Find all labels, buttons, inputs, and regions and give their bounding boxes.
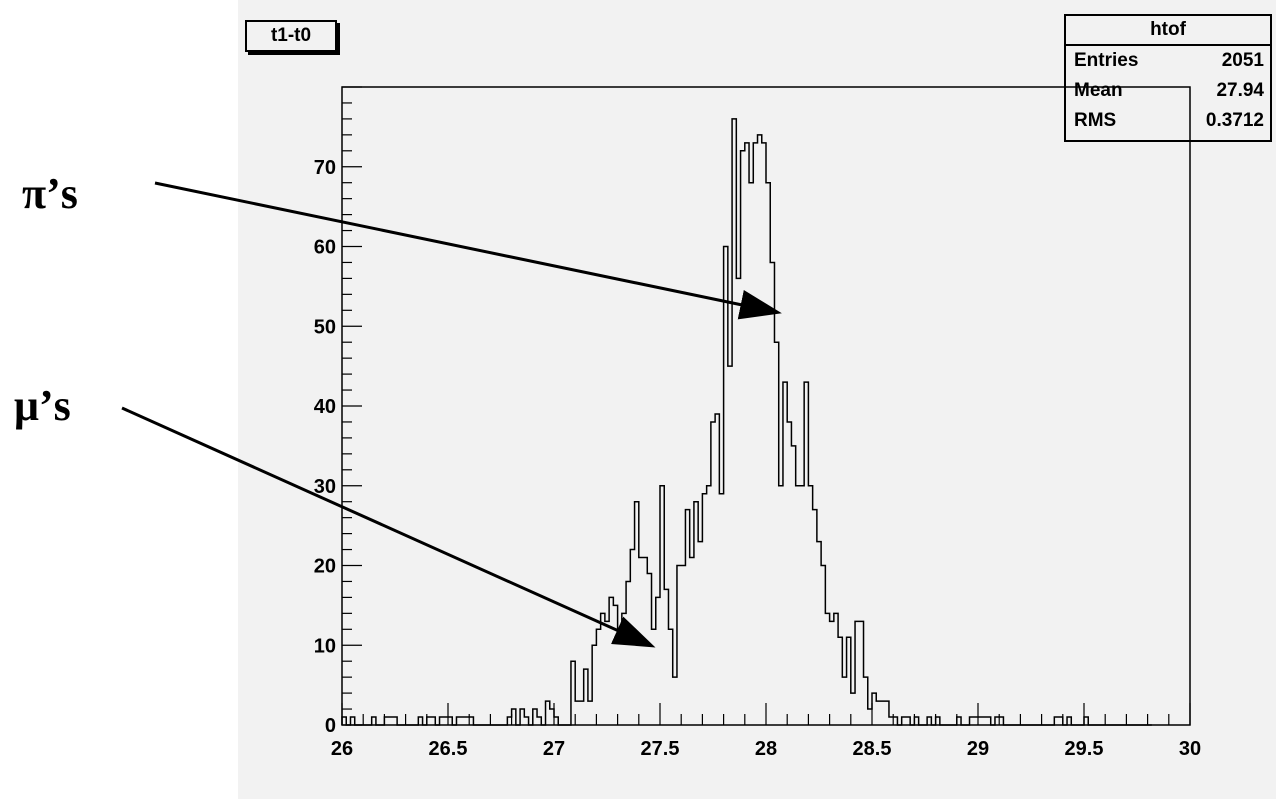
y-tick-label: 50 bbox=[314, 316, 336, 338]
stats-title: htof bbox=[1066, 16, 1270, 46]
x-tick-label: 29.5 bbox=[1065, 738, 1104, 760]
stats-row-rms: RMS 0.3712 bbox=[1066, 106, 1270, 136]
x-tick-label: 26.5 bbox=[429, 738, 468, 760]
x-tick-label: 29 bbox=[967, 738, 989, 760]
x-tick-label: 30 bbox=[1179, 738, 1201, 760]
y-tick-label: 40 bbox=[314, 396, 336, 418]
x-tick-label: 26 bbox=[331, 738, 353, 760]
y-tick-label: 70 bbox=[314, 157, 336, 179]
stats-value: 2051 bbox=[1221, 50, 1264, 71]
muon-annotation: μ’s bbox=[14, 381, 71, 430]
stats-row-entries: Entries 2051 bbox=[1066, 46, 1270, 76]
x-tick-label: 27 bbox=[543, 738, 565, 760]
stats-label: RMS bbox=[1074, 110, 1117, 131]
muon-arrow bbox=[121, 406, 656, 648]
x-tick-label: 28 bbox=[755, 738, 777, 760]
stats-label: Entries bbox=[1074, 50, 1139, 71]
y-tick-label: 20 bbox=[314, 556, 336, 578]
axis-tick-labels: 0 10 20 30 40 50 60 70 26 26.5 27 27.5 28 28.5 29 29.5 3… bbox=[314, 157, 1201, 760]
stats-value: 27.94 bbox=[1216, 80, 1264, 101]
histogram-series bbox=[341, 118, 1152, 726]
histogram-title: t1-t0 bbox=[245, 20, 337, 52]
y-tick-label: 10 bbox=[314, 635, 336, 657]
x-tick-label: 27.5 bbox=[641, 738, 680, 760]
stats-box: htof Entries 2051 Mean 27.94 RMS 0.3712 bbox=[1064, 14, 1272, 142]
x-tick-label: 28.5 bbox=[853, 738, 892, 760]
pion-annotation: π’s bbox=[22, 169, 78, 218]
y-tick-label: 0 bbox=[325, 715, 336, 737]
pion-arrow bbox=[154, 181, 782, 320]
annotation-arrows bbox=[121, 181, 782, 648]
stats-label: Mean bbox=[1074, 80, 1123, 101]
y-tick-label: 60 bbox=[314, 237, 336, 259]
y-tick-label: 30 bbox=[314, 476, 336, 498]
stats-value: 0.3712 bbox=[1205, 110, 1264, 131]
stats-row-mean: Mean 27.94 bbox=[1066, 76, 1270, 106]
